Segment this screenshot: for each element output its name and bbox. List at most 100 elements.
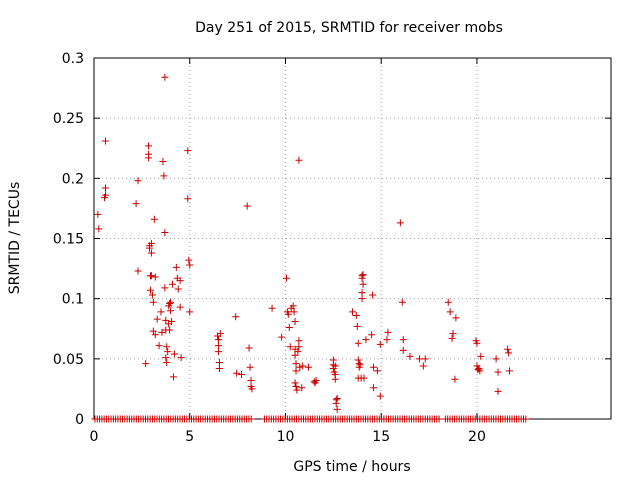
data-point [149, 298, 157, 306]
data-points [94, 73, 514, 413]
data-point [159, 157, 167, 165]
data-point [448, 334, 456, 342]
data-point [232, 313, 240, 321]
data-point [419, 362, 427, 370]
data-point [286, 343, 294, 351]
data-point [163, 358, 171, 366]
data-point [291, 379, 299, 387]
data-point [284, 310, 292, 318]
data-point [147, 249, 155, 257]
y-tick-label: 0.05 [53, 352, 84, 368]
data-point [360, 374, 368, 382]
data-point [353, 322, 361, 330]
data-point [176, 303, 184, 311]
data-point [444, 298, 452, 306]
zero-data-point [522, 415, 530, 423]
data-point [161, 228, 169, 236]
data-point [184, 195, 192, 203]
data-point [368, 331, 376, 339]
data-point [158, 328, 166, 336]
data-point [354, 356, 362, 364]
data-point [167, 298, 175, 306]
data-point [237, 370, 245, 378]
data-point [142, 360, 150, 368]
data-point [296, 363, 304, 371]
y-tick-label: 0.1 [62, 292, 84, 308]
axis-ticks [93, 57, 611, 420]
data-point [504, 345, 512, 353]
data-point [384, 328, 392, 336]
data-point [147, 239, 155, 247]
data-point [291, 351, 299, 359]
data-point [310, 378, 318, 386]
data-point [170, 350, 178, 358]
data-point [214, 342, 222, 350]
data-point [146, 244, 154, 252]
data-point [153, 315, 161, 323]
data-point [396, 219, 404, 227]
data-point [101, 194, 109, 202]
data-point [149, 327, 157, 335]
data-point [145, 154, 153, 162]
data-point [295, 337, 303, 345]
data-point [398, 298, 406, 306]
x-tick-label: 0 [90, 429, 99, 445]
data-point [332, 399, 340, 407]
data-point [216, 330, 224, 338]
y-tick-label: 0.15 [53, 232, 84, 248]
data-point [290, 308, 298, 316]
data-point [292, 367, 300, 375]
y-tick-label: 0.25 [53, 111, 84, 127]
x-tick-label: 5 [185, 429, 194, 445]
data-point [370, 384, 378, 392]
data-point [146, 286, 154, 294]
data-point [376, 340, 384, 348]
data-point [162, 354, 170, 362]
data-point [169, 373, 177, 381]
data-point [359, 280, 367, 288]
data-point [358, 289, 366, 297]
data-point [245, 344, 253, 352]
data-point [358, 274, 366, 282]
data-point [354, 339, 362, 347]
y-tick-label: 0 [75, 412, 84, 428]
data-point [186, 308, 194, 316]
data-point [373, 367, 381, 375]
data-point [147, 272, 155, 280]
data-point [215, 358, 223, 366]
data-point [161, 73, 169, 81]
data-point [476, 367, 484, 375]
data-point [505, 349, 513, 357]
data-point [352, 312, 360, 320]
data-point [406, 352, 414, 360]
data-point [243, 202, 251, 210]
data-point [95, 225, 103, 233]
data-point [359, 271, 367, 279]
data-point [184, 147, 192, 155]
zero-baseline-points [91, 415, 530, 423]
data-point [473, 339, 481, 347]
data-point [477, 352, 485, 360]
data-point [160, 172, 168, 180]
data-point [101, 184, 109, 192]
data-point [376, 392, 384, 400]
data-point [172, 263, 180, 271]
data-point [349, 308, 356, 316]
data-point [492, 355, 500, 363]
x-tick-label: 15 [372, 429, 390, 445]
data-point [233, 369, 241, 377]
data-point [161, 284, 169, 292]
data-point [362, 336, 370, 344]
data-point [145, 142, 153, 150]
data-point [151, 273, 159, 281]
data-point [214, 348, 222, 356]
data-point [167, 307, 175, 315]
plot-frame [93, 57, 612, 420]
x-axis-label: GPS time / hours [293, 459, 410, 475]
data-point [177, 354, 185, 362]
data-point [215, 364, 223, 372]
y-tick-labels: 0 0.05 0.1 0.15 0.2 0.25 0.3 [53, 51, 84, 428]
x-tick-label: 10 [277, 429, 295, 445]
y-tick-label: 0.2 [62, 171, 84, 187]
